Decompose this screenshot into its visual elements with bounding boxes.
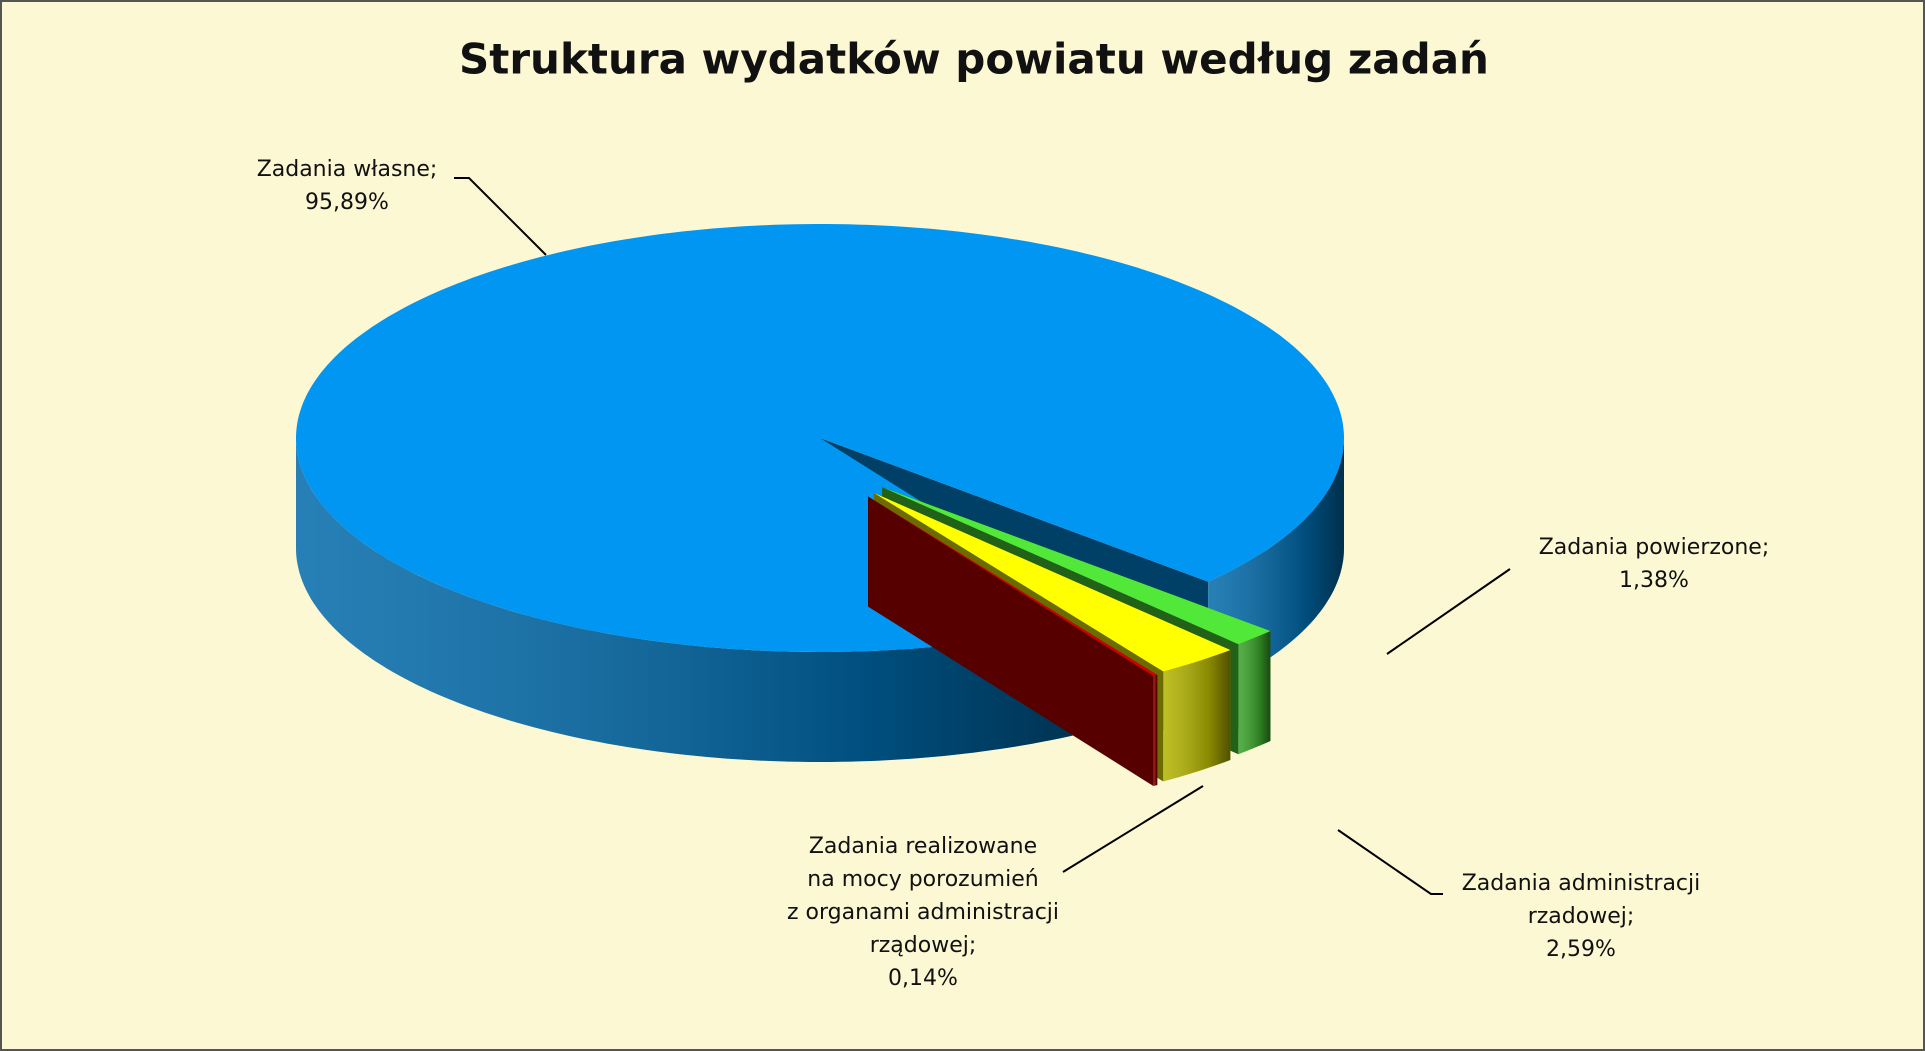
leader-line [454, 177, 547, 256]
label-line: Zadania powierzone; [1539, 535, 1770, 560]
data-label-name: Zadania administracji rzadowej; [1462, 871, 1701, 929]
leader-line [1062, 785, 1204, 873]
data-label-value: 2,59% [1546, 937, 1616, 962]
slice-side-shade [1163, 650, 1231, 782]
label-line: z organami administracji [787, 900, 1059, 925]
slice-side-shade [1153, 675, 1158, 786]
data-label-name: Zadania własne; [257, 157, 438, 182]
data-label-value: 1,38% [1619, 568, 1689, 593]
slice-side-shade [296, 438, 1106, 762]
label-line: na mocy porozumień [807, 867, 1038, 892]
slice-top [874, 493, 1231, 672]
label-line: rządowej; [870, 933, 977, 958]
label-line: Zadania własne; [257, 157, 438, 182]
leader-line [1386, 568, 1511, 655]
pie [296, 224, 1344, 786]
data-label-name: Zadania powierzone; [1539, 535, 1770, 560]
data-label-name: Zadania realizowane na mocy porozumień z o… [787, 834, 1059, 958]
label-line: Zadania administracji [1462, 871, 1701, 896]
slice-top [296, 224, 1344, 652]
slice-top [882, 487, 1271, 645]
slice [868, 496, 1158, 786]
chart-title: Struktura wydatków powiatu według zadań [459, 35, 1489, 84]
slice-side-shade [1238, 631, 1271, 755]
label-line: Zadania realizowane [809, 834, 1037, 859]
data-label-value: 0,14% [888, 966, 958, 991]
label-line: rzadowej; [1528, 904, 1635, 929]
slice-top [868, 496, 1158, 676]
slice-wall [868, 496, 1154, 786]
leader-line [1337, 829, 1443, 895]
labels: Zadania własne; 95,89% Zadania powierzone;… [257, 157, 1770, 991]
data-label-value: 95,89% [305, 190, 389, 215]
